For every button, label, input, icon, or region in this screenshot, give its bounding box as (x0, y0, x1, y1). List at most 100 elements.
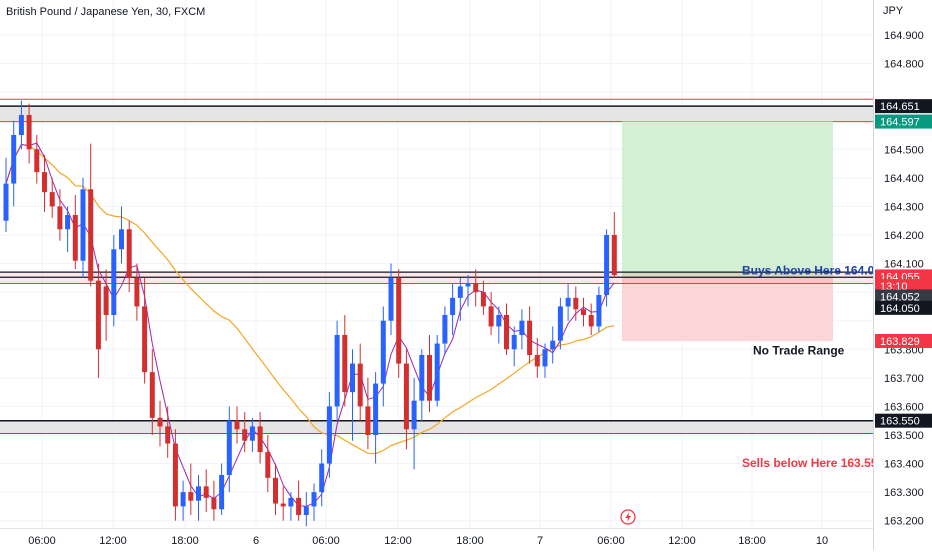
price-tick-label: 164.800 (884, 59, 924, 71)
support-zone (0, 420, 873, 434)
time-tick-label: 7 (537, 535, 543, 547)
candle (242, 412, 248, 453)
candle (80, 177, 86, 278)
candle-body (288, 497, 294, 507)
candle (434, 334, 440, 407)
symbol-title[interactable]: British Pound / Japanese Yen, 30, FXCM (6, 6, 206, 18)
candle (326, 392, 332, 478)
candle (157, 400, 163, 447)
candle-body (257, 426, 263, 453)
candle-body (242, 429, 248, 441)
candle-body (542, 349, 548, 367)
candle-body (365, 406, 371, 435)
resistance-zone (0, 106, 873, 122)
candle-body (172, 443, 178, 507)
price-label-tag (875, 333, 932, 348)
candle-body (18, 114, 24, 135)
candle-body (3, 183, 9, 221)
candle (565, 283, 571, 321)
candle-body (265, 452, 271, 478)
candle (480, 280, 486, 315)
candle (604, 229, 610, 307)
candle-body (34, 149, 40, 173)
candle (488, 292, 494, 335)
candle-body (103, 286, 109, 315)
candle-body (95, 280, 101, 350)
candle (65, 206, 71, 253)
time-tick-label: 12:00 (384, 535, 412, 547)
candle-body (396, 277, 402, 364)
candle (465, 274, 471, 307)
candle (303, 492, 309, 527)
time-tick-label: 18:00 (171, 535, 199, 547)
candle (234, 406, 240, 444)
candle (111, 234, 117, 327)
candle (550, 326, 556, 364)
candle (273, 463, 278, 515)
candle-body (57, 206, 63, 230)
candle-body (165, 426, 171, 444)
price-label-tag (875, 114, 932, 129)
price-tick-label: 164.100 (884, 259, 924, 271)
candle-body (80, 189, 86, 261)
candle-body (249, 426, 255, 441)
price-tick-label: 163.300 (884, 487, 924, 499)
chart-annotations: Buys Above Here 164.05 No Trade Range Sell… (742, 263, 873, 470)
price-chart[interactable]: Buys Above Here 164.05 No Trade Range Sell… (0, 0, 873, 528)
candle (126, 220, 132, 293)
candle (265, 434, 271, 493)
candle-body (273, 477, 278, 504)
candle-body (311, 492, 317, 507)
candle (365, 377, 371, 450)
candle-body (557, 306, 563, 341)
candle (419, 349, 425, 421)
candle-body (442, 314, 448, 344)
candle (411, 377, 417, 470)
candle (88, 143, 94, 287)
candle (3, 157, 9, 233)
candle-body (388, 277, 394, 321)
candle (149, 349, 155, 435)
candle-body (450, 297, 456, 315)
candle (373, 372, 379, 464)
candle (442, 306, 448, 355)
price-label-text: 164.052 (880, 291, 920, 303)
time-axis[interactable]: 06:00 12:00 18:00 6 06:00 12:00 18:00 7 06:00 12:… (0, 528, 873, 551)
candlestick-series (3, 100, 617, 527)
candle (257, 412, 263, 464)
candle (26, 103, 32, 164)
candle (403, 349, 409, 450)
candle (103, 269, 109, 341)
time-tick-label: 06:00 (312, 535, 340, 547)
candle-body (519, 320, 525, 335)
candle-body (411, 400, 417, 430)
candle (596, 286, 602, 333)
candle (11, 120, 17, 207)
candle-body (280, 503, 286, 507)
candle (350, 349, 355, 441)
candle (180, 480, 186, 521)
candle (588, 303, 594, 335)
bolt-icon[interactable] (620, 509, 636, 525)
candle (473, 269, 479, 307)
candle-body (119, 229, 124, 250)
candle-body (496, 314, 502, 327)
candle-body (457, 286, 463, 298)
candle-body (611, 234, 617, 275)
price-axis[interactable]: 164.900 164.800 164.500 164.400 164.300 164.2… (873, 0, 932, 550)
candle-body (604, 234, 610, 295)
candle (427, 334, 432, 413)
candle-body (465, 283, 471, 287)
candle (380, 306, 386, 407)
price-label-text: 163.550 (880, 416, 920, 428)
annotation-label: No Trade Range (753, 344, 845, 358)
price-label-text: 164.050 (880, 303, 920, 315)
candle-body (211, 497, 217, 510)
candle-body (373, 383, 379, 435)
candle (357, 343, 363, 421)
candle (249, 417, 255, 453)
target-box (622, 121, 833, 278)
price-tick-label: 164.300 (884, 201, 924, 213)
candle-body (573, 297, 579, 310)
price-tick-label: 163.600 (884, 401, 924, 413)
